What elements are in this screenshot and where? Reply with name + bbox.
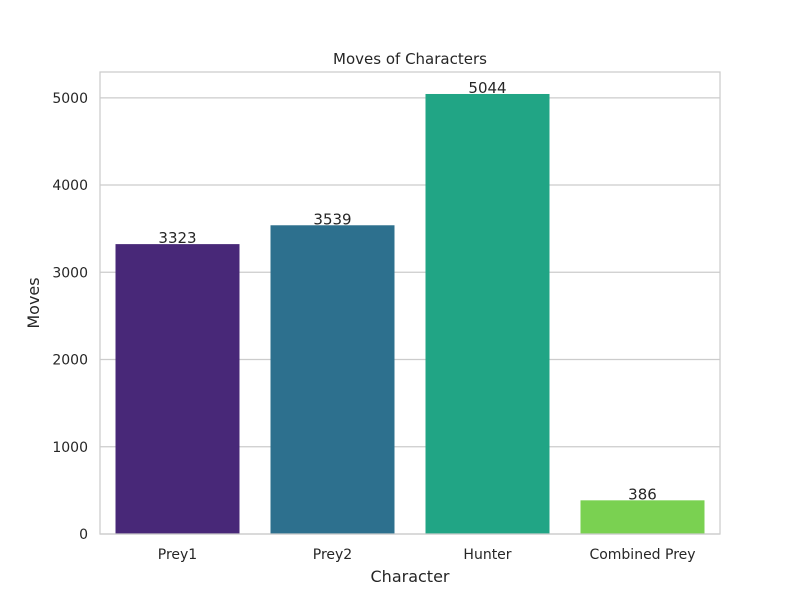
x-tick-label: Combined Prey xyxy=(589,547,695,563)
plot-frame xyxy=(99,71,721,535)
data-label: 386 xyxy=(628,485,657,503)
y-tick-label: 3000 xyxy=(52,265,88,281)
bar xyxy=(115,244,240,534)
bar xyxy=(425,93,550,534)
x-axis-title: Character xyxy=(371,567,450,586)
data-label: 3323 xyxy=(158,229,196,247)
x-tick-label: Prey2 xyxy=(313,547,352,563)
data-labels: 3323 3539 5044 386 xyxy=(158,79,656,503)
bars xyxy=(115,93,705,534)
y-tick-labels: 0 1000 2000 3000 4000 5000 xyxy=(52,91,88,543)
y-tick-label: 0 xyxy=(79,527,88,543)
bar xyxy=(270,225,395,534)
data-label: 5044 xyxy=(468,79,506,97)
y-tick-label: 4000 xyxy=(52,178,88,194)
data-label: 3539 xyxy=(313,210,351,228)
x-tick-label: Hunter xyxy=(463,547,511,563)
x-tick-label: Prey1 xyxy=(158,547,197,563)
y-tick-label: 5000 xyxy=(52,91,88,107)
y-tick-label: 2000 xyxy=(52,353,88,369)
x-tick-labels: Prey1 Prey2 Hunter Combined Prey xyxy=(158,547,696,563)
bar xyxy=(580,500,705,534)
chart-title: Moves of Characters xyxy=(333,50,487,68)
y-axis-title: Moves xyxy=(24,277,43,328)
y-tick-label: 1000 xyxy=(52,440,88,456)
